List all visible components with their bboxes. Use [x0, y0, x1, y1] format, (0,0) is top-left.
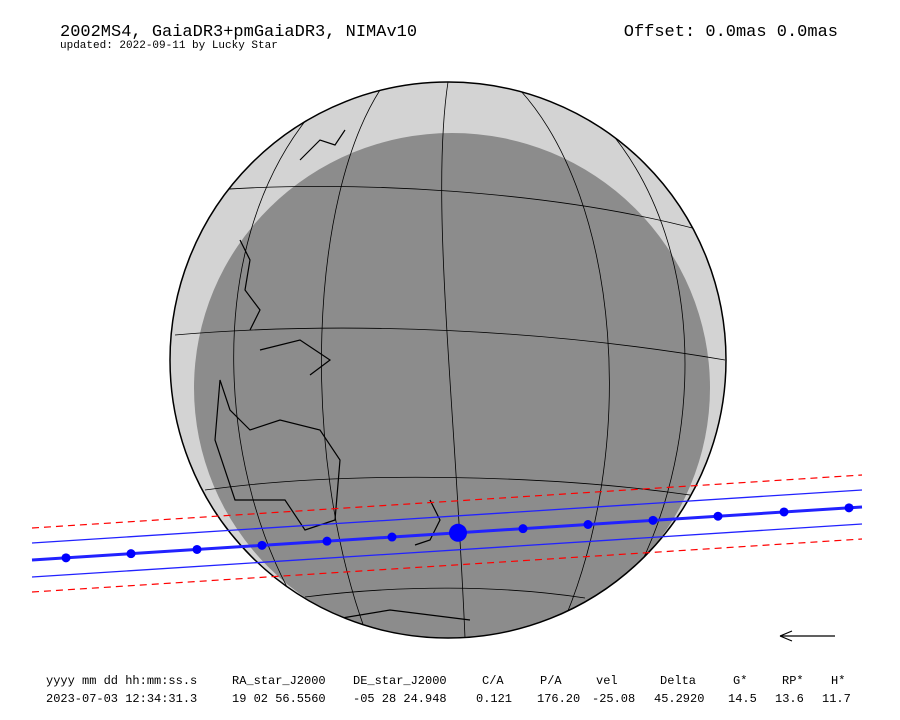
subtitle: updated: 2022-09-11 by Lucky Star	[60, 40, 278, 52]
path-point	[387, 532, 397, 542]
column-header: C/A	[482, 674, 504, 688]
table-cell: 0.121	[476, 692, 512, 706]
path-point	[61, 553, 71, 563]
table-cell: 45.2920	[654, 692, 704, 706]
table-cell: -25.08	[592, 692, 635, 706]
path-point	[257, 540, 267, 550]
shadow-path	[31, 474, 863, 593]
column-header: Delta	[660, 674, 696, 688]
path-point	[126, 549, 136, 559]
column-header: H*	[831, 674, 845, 688]
title: 2002MS4, GaiaDR3+pmGaiaDR3, NIMAv10	[60, 23, 417, 42]
column-header: vel	[596, 674, 618, 688]
path-point	[779, 507, 789, 517]
column-header: RA_star_J2000	[232, 674, 326, 688]
table-cell: 176.20	[537, 692, 580, 706]
path-point	[449, 523, 467, 542]
column-header: DE_star_J2000	[353, 674, 447, 688]
globe	[169, 81, 727, 639]
column-header: G*	[733, 674, 747, 688]
path-point	[844, 503, 854, 513]
path-point	[648, 515, 658, 525]
table-cell: 19 02 56.5560	[232, 692, 326, 706]
table-cell: -05 28 24.948	[353, 692, 447, 706]
table-cell: 2023-07-03 12:34:31.3	[46, 692, 197, 706]
offset: Offset: 0.0mas 0.0mas	[624, 23, 838, 42]
path-point	[518, 524, 528, 534]
ephemeris-table: yyyy mm dd hh:mm:ss.s RA_star_J2000 DE_sta…	[46, 674, 851, 706]
path-point	[192, 544, 202, 554]
column-header: RP*	[782, 674, 804, 688]
table-cell: 11.7	[822, 692, 851, 706]
column-header: P/A	[540, 674, 562, 688]
path-point	[583, 519, 593, 529]
path-point	[713, 511, 723, 521]
column-header: yyyy mm dd hh:mm:ss.s	[46, 674, 197, 688]
direction-arrow	[779, 630, 835, 642]
path-point	[322, 536, 332, 546]
table-cell: 13.6	[775, 692, 804, 706]
table-cell: 14.5	[728, 692, 757, 706]
